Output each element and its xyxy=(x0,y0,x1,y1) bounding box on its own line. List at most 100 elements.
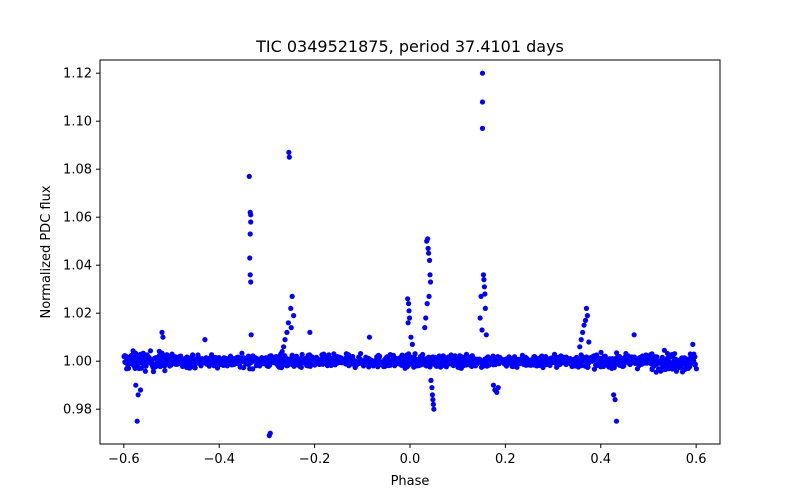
data-point xyxy=(133,382,139,388)
data-point xyxy=(581,322,587,328)
data-point xyxy=(406,308,412,314)
data-point xyxy=(412,351,418,357)
data-point xyxy=(276,353,282,359)
data-point xyxy=(481,277,487,283)
data-point xyxy=(490,382,497,388)
data-point xyxy=(425,245,431,251)
data-point xyxy=(600,363,607,370)
data-point xyxy=(426,257,433,263)
data-point xyxy=(430,397,436,403)
data-point xyxy=(422,325,428,331)
data-point xyxy=(659,354,665,360)
data-point xyxy=(147,348,154,354)
data-point xyxy=(614,350,620,356)
data-point xyxy=(429,385,435,391)
data-point xyxy=(289,293,295,299)
y-axis: 0.98 1.00 1.02 1.04 1.06 1.08 1.10 1.12 xyxy=(63,67,100,418)
data-point xyxy=(247,231,253,237)
data-point xyxy=(162,368,168,374)
data-point xyxy=(431,406,437,412)
data-point xyxy=(150,369,157,375)
data-point xyxy=(495,385,501,391)
data-point xyxy=(482,305,488,311)
data-point xyxy=(408,334,414,340)
data-point xyxy=(239,350,245,356)
data-point xyxy=(692,361,698,368)
data-point xyxy=(687,364,693,370)
data-point xyxy=(247,255,253,261)
data-point xyxy=(611,392,617,398)
x-tick-label: −0.2 xyxy=(299,452,331,467)
data-point xyxy=(135,392,141,398)
data-point xyxy=(247,272,253,278)
x-tick-label: −0.6 xyxy=(108,452,140,467)
data-point xyxy=(480,272,487,278)
data-point xyxy=(479,70,486,76)
chart-title: TIC 0349521875, period 37.4101 days xyxy=(255,37,564,56)
data-point xyxy=(286,149,292,155)
data-point xyxy=(328,362,334,369)
data-point xyxy=(248,219,254,225)
data-point xyxy=(551,351,558,357)
data-point xyxy=(427,272,433,278)
data-point xyxy=(424,301,430,307)
data-point xyxy=(672,351,678,357)
data-point xyxy=(591,366,598,372)
data-point xyxy=(426,250,432,256)
data-point xyxy=(693,366,700,372)
data-point xyxy=(426,293,432,299)
data-point xyxy=(494,389,500,395)
data-point xyxy=(250,366,256,372)
data-point xyxy=(406,315,413,321)
data-point xyxy=(654,354,660,360)
y-tick-label: 1.00 xyxy=(63,355,92,370)
data-point xyxy=(289,352,295,358)
data-point xyxy=(425,236,431,242)
x-tick-label: 0.4 xyxy=(590,452,611,467)
data-point xyxy=(478,293,484,299)
data-point xyxy=(142,368,148,374)
data-point xyxy=(479,99,486,105)
y-tick-label: 0.98 xyxy=(63,403,92,418)
y-tick-label: 1.10 xyxy=(63,115,92,130)
data-point xyxy=(409,341,415,347)
data-point xyxy=(267,430,273,436)
data-point xyxy=(160,334,166,340)
data-point xyxy=(299,351,305,358)
data-points xyxy=(121,70,700,439)
data-point xyxy=(692,354,698,360)
data-point xyxy=(248,279,254,285)
x-tick-label: −0.4 xyxy=(203,452,235,467)
data-point xyxy=(405,320,411,326)
data-point xyxy=(428,377,434,383)
data-point xyxy=(443,364,449,370)
data-point xyxy=(577,344,583,350)
x-tick-label: 0.0 xyxy=(400,452,421,467)
data-point xyxy=(514,364,520,370)
y-tick-label: 1.04 xyxy=(63,259,92,274)
data-point xyxy=(291,313,297,319)
data-point xyxy=(405,296,411,302)
data-point xyxy=(598,349,604,355)
data-point xyxy=(281,344,287,350)
data-point xyxy=(134,418,140,424)
data-point xyxy=(613,418,620,424)
data-point xyxy=(288,305,294,311)
data-point xyxy=(584,313,591,319)
data-point xyxy=(586,339,592,345)
data-point xyxy=(227,353,234,359)
x-axis: −0.6 −0.4 −0.2 0.0 0.2 0.4 0.6 xyxy=(108,444,706,467)
data-point xyxy=(358,351,364,357)
data-point xyxy=(477,315,483,321)
data-point xyxy=(483,332,489,338)
x-tick-label: 0.2 xyxy=(495,452,516,467)
data-point xyxy=(284,329,290,335)
data-point xyxy=(583,305,590,311)
data-point xyxy=(375,364,381,370)
x-tick-label: 0.6 xyxy=(686,452,707,467)
data-point xyxy=(248,212,254,218)
data-point xyxy=(631,332,637,338)
data-point xyxy=(288,325,294,331)
